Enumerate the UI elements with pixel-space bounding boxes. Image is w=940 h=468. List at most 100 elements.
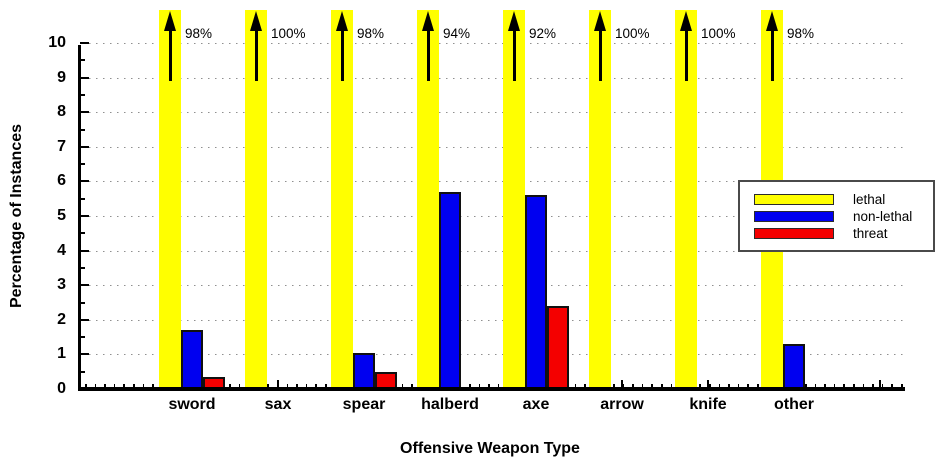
x-minor-tick (709, 384, 711, 388)
y-major-tick (80, 284, 89, 287)
x-minor-tick (584, 384, 586, 388)
x-minor-tick (286, 384, 289, 388)
lethal-arrow-shaft (598, 28, 602, 81)
gridline (82, 216, 905, 218)
x-minor-tick (718, 384, 721, 388)
x-minor-tick (85, 384, 87, 388)
category-label-halberd: halberd (421, 396, 479, 413)
x-minor-tick (843, 384, 845, 388)
y-major-tick (80, 249, 89, 252)
lethal-percent-label: 98% (787, 26, 815, 41)
bar-lethal-sax (245, 10, 267, 389)
legend-label-non-lethal: non-lethal (853, 208, 913, 224)
lethal-arrow-shaft (340, 28, 344, 81)
x-minor-tick (661, 384, 663, 388)
x-minor-tick (670, 384, 673, 388)
x-minor-tick (881, 384, 884, 388)
x-minor-tick (872, 384, 874, 388)
legend-item-lethal: lethal (754, 192, 933, 206)
x-tick (621, 380, 623, 389)
bar-lethal-arrow (589, 10, 611, 389)
legend-swatch-threat (754, 227, 834, 239)
x-minor-tick (229, 384, 231, 388)
y-minor-tick (80, 266, 85, 269)
lethal-percent-label: 92% (529, 26, 557, 41)
bar-lethal-halberd (417, 10, 439, 389)
x-minor-tick (833, 384, 836, 388)
x-minor-tick (469, 384, 471, 388)
y-minor-tick (80, 197, 85, 200)
y-minor-tick (80, 232, 85, 235)
x-minor-tick (104, 384, 106, 388)
lethal-arrow-head-icon (163, 11, 176, 31)
y-major-tick (80, 180, 89, 183)
category-label-knife: knife (689, 396, 727, 413)
bar-lethal-spear (331, 10, 353, 389)
x-minor-tick (325, 384, 327, 388)
x-minor-tick (152, 384, 154, 388)
x-minor-tick (123, 384, 125, 388)
bar-non-lethal-halberd (439, 191, 461, 389)
bar-lethal-knife (675, 10, 697, 389)
y-axis-title: Percentage of Instances (8, 123, 25, 309)
gridline (82, 146, 905, 149)
y-minor-tick (80, 336, 85, 339)
y-tick-label: 10 (48, 34, 66, 51)
lethal-arrow-head-icon (249, 11, 262, 31)
x-minor-tick (641, 384, 644, 388)
gridline (82, 285, 905, 287)
y-major-tick (80, 318, 89, 321)
x-minor-tick (296, 384, 298, 388)
x-minor-tick (497, 384, 500, 388)
x-minor-tick (315, 384, 317, 388)
bar-threat-axe (547, 305, 569, 389)
bar-lethal-sword (159, 10, 181, 389)
lethal-arrow-head-icon (679, 11, 692, 31)
bar-non-lethal-sword (181, 330, 203, 389)
lethal-arrow-shaft (512, 28, 516, 81)
y-tick-label: 5 (57, 207, 66, 224)
category-label-sax: sax (264, 396, 292, 413)
bar-non-lethal-spear (353, 352, 375, 389)
y-axis-line (78, 45, 81, 391)
x-minor-tick (862, 384, 865, 388)
lethal-percent-label: 98% (357, 26, 385, 41)
lethal-arrow-shaft (684, 28, 688, 81)
x-minor-tick (728, 384, 730, 388)
lethal-arrow-head-icon (335, 11, 348, 31)
legend-item-non-lethal: non-lethal (754, 208, 933, 224)
y-tick-label: 0 (57, 380, 66, 397)
y-major-tick (80, 215, 89, 217)
x-minor-tick (142, 384, 145, 388)
x-minor-tick (238, 384, 241, 388)
x-minor-tick (305, 384, 308, 388)
legend-label-threat: threat (853, 225, 888, 241)
x-minor-tick (133, 384, 135, 388)
y-major-tick (80, 353, 89, 356)
x-minor-tick (94, 384, 97, 388)
y-major-tick (80, 42, 89, 44)
lethal-arrow-head-icon (507, 11, 520, 31)
y-tick-label: 7 (57, 137, 66, 155)
x-tick (277, 380, 279, 389)
y-tick-label: 8 (57, 103, 66, 121)
category-label-sword: sword (168, 396, 216, 413)
y-major-tick (80, 145, 89, 148)
lethal-arrow-head-icon (765, 11, 778, 31)
category-label-arrow: arrow (600, 396, 644, 413)
gridline (82, 319, 905, 322)
category-label-axe: axe (522, 396, 550, 413)
gridline (82, 354, 905, 356)
lethal-percent-label: 100% (701, 26, 736, 41)
x-tick (879, 380, 881, 389)
x-minor-tick (853, 384, 855, 388)
x-minor-tick (411, 384, 413, 388)
lethal-percent-label: 94% (443, 26, 471, 41)
lethal-arrow-head-icon (593, 11, 606, 31)
lethal-percent-label: 98% (185, 26, 213, 41)
x-minor-tick (901, 384, 903, 388)
lethal-arrow-head-icon (421, 11, 434, 31)
y-tick-label: 1 (57, 345, 66, 363)
